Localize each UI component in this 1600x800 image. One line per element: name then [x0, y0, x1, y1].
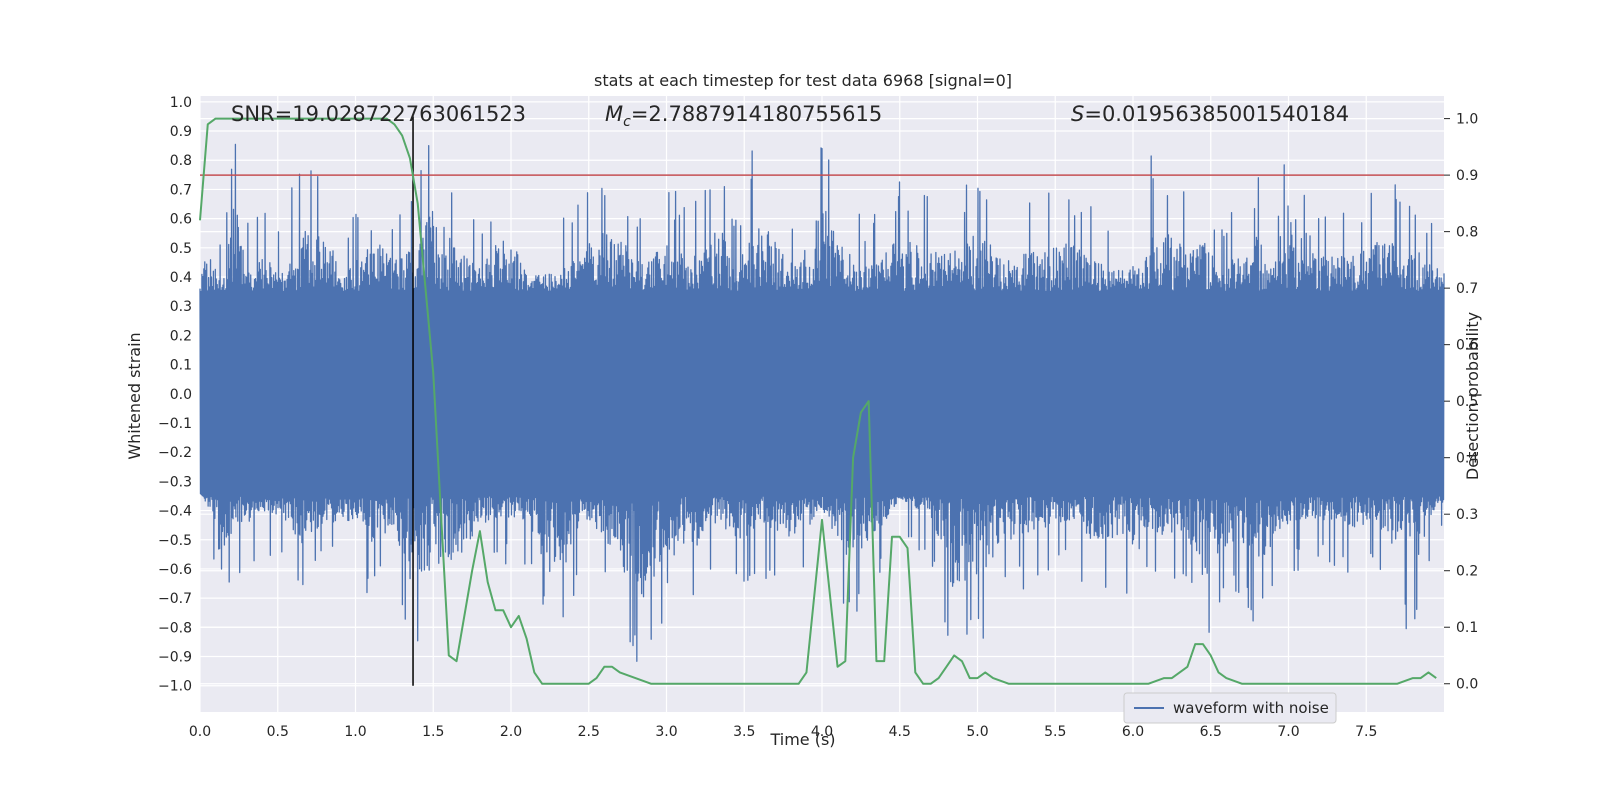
y-left-tick-label: −0.7	[158, 591, 192, 607]
x-tick-label: 4.5	[889, 724, 911, 740]
y-left-tick-label: −0.6	[158, 562, 192, 578]
x-tick-label: 5.0	[966, 724, 988, 740]
legend-box	[1123, 692, 1337, 724]
y-right-tick-label: 0.7	[1456, 281, 1478, 297]
mc-subscript: c	[623, 114, 631, 130]
waveform-line	[199, 143, 1445, 662]
y-left-tick-label: 0.5	[170, 241, 192, 257]
y-right-tick-label: 0.9	[1456, 168, 1478, 184]
waveform-series	[199, 143, 1445, 662]
y-left-tick-label: −0.2	[158, 445, 192, 461]
y-left-tick-label: 0.6	[170, 212, 192, 228]
y-axis-left-label: Whitened strain	[125, 332, 144, 459]
y-left-tick-label: 0.7	[170, 182, 192, 198]
x-tick-label: 1.5	[422, 724, 444, 740]
y-left-tick-label: 0.4	[170, 270, 192, 286]
y-right-tick-label: 0.2	[1456, 564, 1478, 580]
x-tick-label: 1.0	[344, 724, 366, 740]
x-tick-label: 6.0	[1122, 724, 1144, 740]
y-left-tick-label: −0.4	[158, 504, 192, 520]
y-left-tick-label: −0.9	[158, 650, 192, 666]
y-right-tick-label: 0.5	[1456, 394, 1478, 410]
legend: waveform with noise	[1123, 692, 1337, 724]
y-left-tick-label: −0.1	[158, 416, 192, 432]
probability-series	[199, 117, 1437, 685]
probability-line	[199, 117, 1437, 685]
y-left-tick-label: −0.3	[158, 474, 192, 490]
y-right-tick-label: 0.4	[1456, 451, 1478, 467]
x-tick-label: 5.5	[1044, 724, 1066, 740]
y-left-tick-label: 0.0	[170, 387, 192, 403]
y-left-tick-label: 0.3	[170, 299, 192, 315]
y-left-tick-label: −1.0	[158, 679, 192, 695]
x-axis-label: Time (s)	[769, 730, 835, 749]
y-axis-right-label: Detection probability	[1463, 312, 1482, 480]
chirp-mass-annotation: Mc=2.7887914180755615	[605, 102, 882, 130]
snr-annotation: SNR=19.028722763061523	[231, 102, 526, 126]
reference-lines	[200, 116, 1444, 686]
x-tick-label: 2.0	[500, 724, 522, 740]
y-axis-right: 1.0 0.9 0.8 0.7 0.6 0.5 0.4 0.3 0.2 0.1 0.0	[1444, 112, 1478, 693]
y-right-tick-label: 0.8	[1456, 225, 1478, 241]
x-axis: 0.0 0.5 1.0 1.5 2.0 2.5 3.0 3.5 4.0 4.5 5.0 5.5 6.0 6…	[189, 724, 1378, 740]
y-right-tick-label: 0.3	[1456, 507, 1478, 523]
legend-label-waveform: waveform with noise	[1173, 699, 1329, 717]
s-annotation: S=0.01956385001540184	[1071, 102, 1349, 126]
mc-symbol: M	[605, 102, 623, 126]
x-tick-label: 4.0	[811, 724, 833, 740]
chart-title: stats at each timestep for test data 696…	[594, 71, 1012, 90]
y-right-tick-label: 0.0	[1456, 677, 1478, 693]
y-right-tick-label: 0.6	[1456, 338, 1478, 354]
y-left-tick-label: −0.5	[158, 533, 192, 549]
y-left-tick-label: 0.8	[170, 153, 192, 169]
y-left-tick-label: 0.1	[170, 358, 192, 374]
s-symbol: S	[1071, 102, 1084, 126]
y-left-tick-label: 0.2	[170, 328, 192, 344]
y-left-tick-label: 0.9	[170, 124, 192, 140]
s-value: =0.01956385001540184	[1084, 102, 1349, 126]
y-left-tick-label: −0.8	[158, 620, 192, 636]
mc-value: =2.7887914180755615	[631, 102, 882, 126]
x-tick-label: 7.5	[1355, 724, 1377, 740]
x-tick-label: 6.5	[1200, 724, 1222, 740]
x-tick-label: 3.0	[655, 724, 677, 740]
y-left-tick-label: 1.0	[170, 95, 192, 111]
x-tick-label: 3.5	[733, 724, 755, 740]
x-tick-label: 7.0	[1277, 724, 1299, 740]
y-right-tick-label: 0.1	[1456, 620, 1478, 636]
y-right-tick-label: 1.0	[1456, 112, 1478, 128]
y-axis-left: 1.0 0.9 0.8 0.7 0.6 0.5 0.4 0.3 0.2 0.1 0.0 −0.1 −0.…	[158, 95, 192, 695]
x-tick-label: 2.5	[578, 724, 600, 740]
x-tick-label: 0.0	[189, 724, 211, 740]
x-tick-label: 0.5	[267, 724, 289, 740]
